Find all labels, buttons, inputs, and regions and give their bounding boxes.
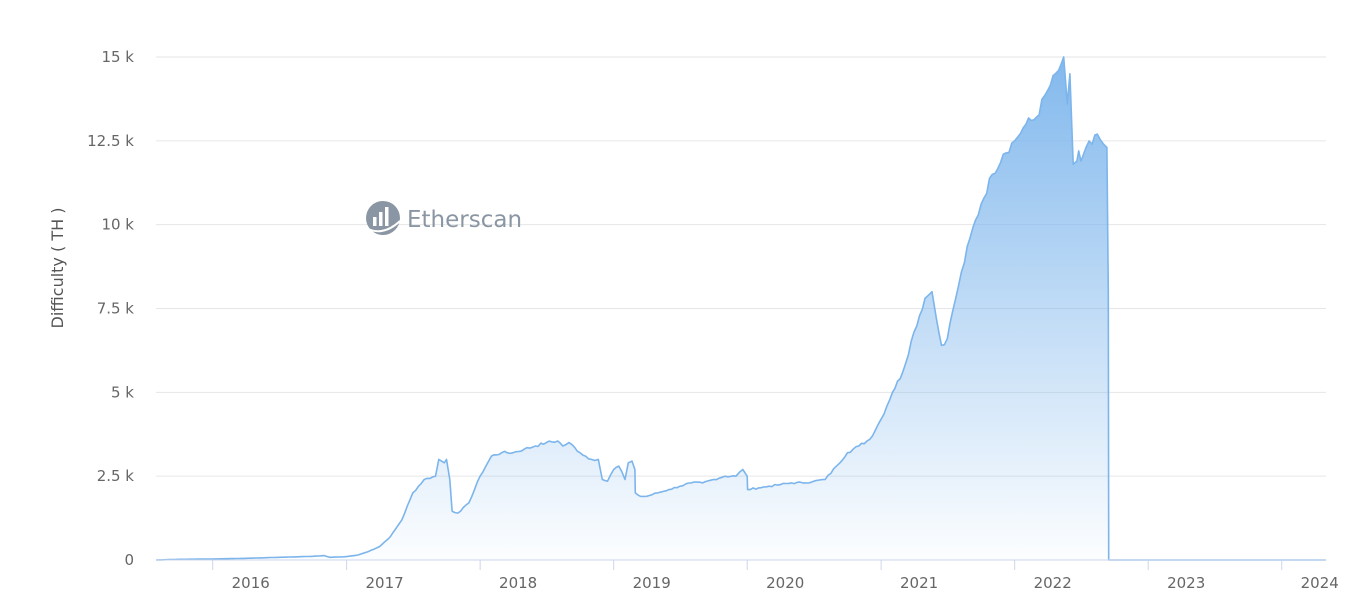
gridlines bbox=[156, 56, 1326, 477]
y-tick-label: 7.5 k bbox=[97, 300, 135, 318]
difficulty-area-fill bbox=[156, 57, 1326, 560]
x-tick-label: 2019 bbox=[633, 574, 671, 592]
x-tick-label: 2017 bbox=[366, 574, 404, 592]
x-tick-label: 2021 bbox=[900, 574, 938, 592]
y-tick-label: 15 k bbox=[101, 48, 134, 66]
y-tick-label: 2.5 k bbox=[97, 467, 135, 485]
y-axis-title: Difficulty ( TH ) bbox=[48, 208, 67, 329]
y-tick-label: 10 k bbox=[101, 216, 134, 234]
x-tick-label: 2016 bbox=[232, 574, 270, 592]
x-tick-label: 2018 bbox=[499, 574, 537, 592]
watermark-text: Etherscan bbox=[407, 207, 522, 233]
y-axis: 0 2.5 k 5 k 7.5 k 10 k 12.5 k 15 k bbox=[87, 48, 134, 569]
y-tick-label: 0 bbox=[124, 551, 134, 569]
x-tick-label: 2020 bbox=[766, 574, 804, 592]
x-axis: 2016 2017 2018 2019 2020 2021 2022 2023 2024 bbox=[212, 560, 1339, 592]
x-tick-label: 2024 bbox=[1301, 574, 1339, 592]
x-tick-label: 2022 bbox=[1034, 574, 1072, 592]
etherscan-logo-icon bbox=[366, 201, 401, 235]
y-tick-label: 12.5 k bbox=[87, 132, 134, 150]
x-tick-label: 2023 bbox=[1167, 574, 1205, 592]
etherscan-watermark: Etherscan bbox=[366, 201, 522, 235]
y-tick-label: 5 k bbox=[111, 383, 134, 401]
